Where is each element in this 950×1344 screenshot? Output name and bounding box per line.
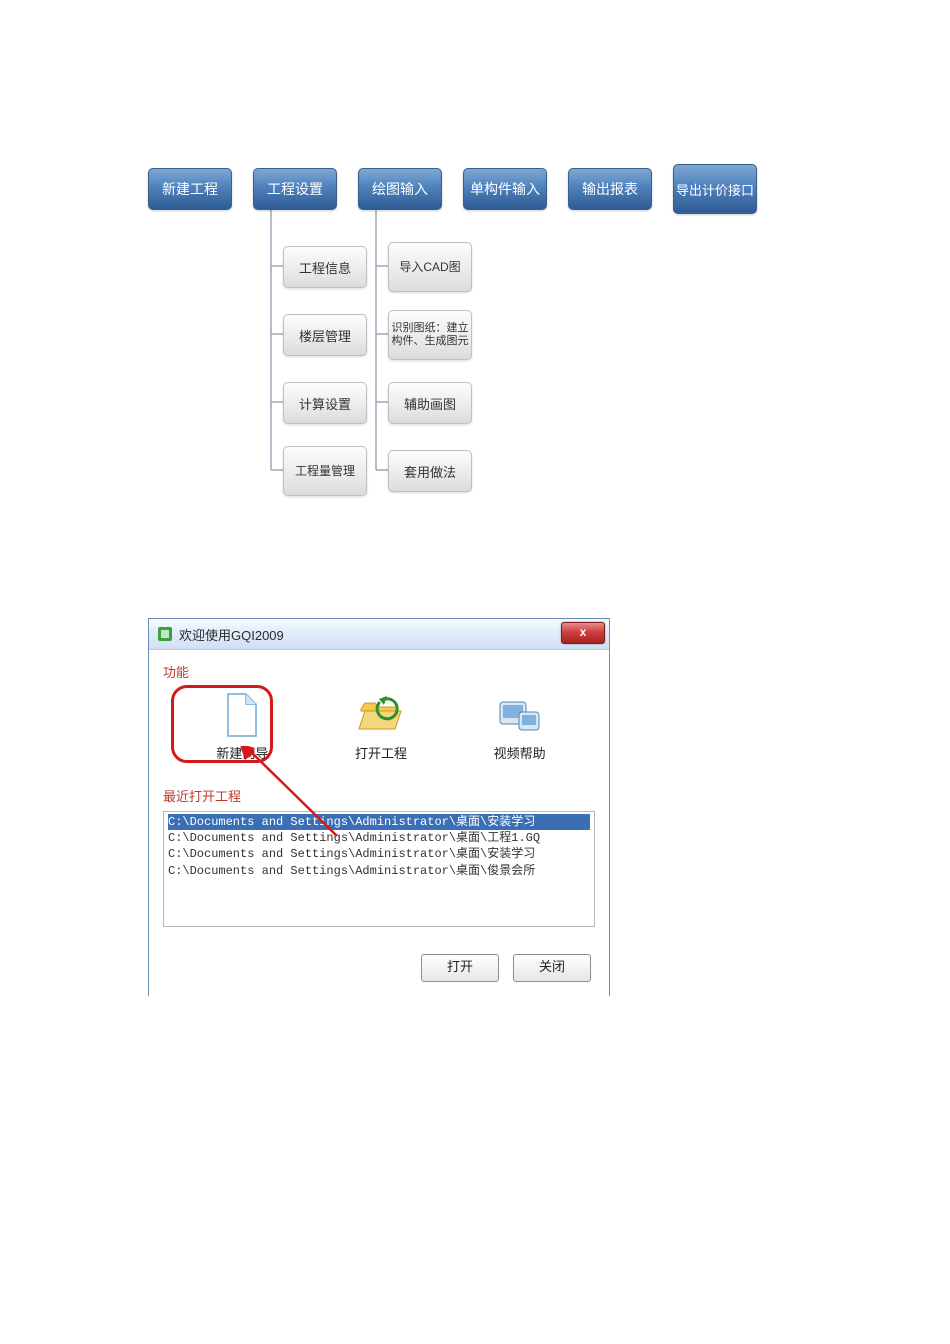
flow-node-single-component: 单构件输入	[463, 168, 547, 210]
flow-node-draw-input: 绘图输入	[358, 168, 442, 210]
flow-node-label: 绘图输入	[372, 179, 428, 199]
flow-node-export-pricing: 导出计价接口	[673, 164, 757, 214]
flow-child-label: 工程信息	[299, 258, 351, 277]
app-icon	[157, 626, 173, 642]
recent-files-list[interactable]: C:\Documents and Settings\Administrator\…	[163, 811, 595, 927]
new-file-icon	[218, 691, 266, 739]
flow-child-quantity-manage: 工程量管理	[283, 446, 367, 496]
func-label: 视频帮助	[494, 743, 546, 762]
flow-node-output-report: 输出报表	[568, 168, 652, 210]
welcome-dialog: 欢迎使用GQI2009 x 功能 新建向导	[148, 618, 610, 996]
func-new-wizard[interactable]: 新建向导	[216, 691, 268, 762]
flow-child-label: 识别图纸：建立构件、生成图元	[389, 320, 471, 350]
button-label: 关闭	[539, 959, 565, 974]
video-help-icon	[496, 691, 544, 739]
func-open-project[interactable]: 打开工程	[355, 691, 407, 762]
flow-child-label: 楼层管理	[299, 326, 351, 345]
flow-child-project-info: 工程信息	[283, 246, 367, 288]
flow-child-floor-manage: 楼层管理	[283, 314, 367, 356]
flow-node-label: 新建工程	[162, 179, 218, 199]
flow-child-import-cad: 导入CAD图	[388, 242, 472, 292]
flow-child-recognize-drawing: 识别图纸：建立构件、生成图元	[388, 310, 472, 360]
flow-child-assist-draw: 辅助画图	[388, 382, 472, 424]
flow-child-label: 套用做法	[404, 462, 456, 481]
dialog-button-row: 打开 关闭	[421, 954, 591, 982]
flow-node-label: 输出报表	[582, 179, 638, 199]
section-functions-label: 功能	[163, 662, 595, 681]
flow-child-calc-settings: 计算设置	[283, 382, 367, 424]
dialog-title: 欢迎使用GQI2009	[179, 625, 284, 644]
flow-child-label: 工程量管理	[293, 462, 357, 480]
flow-node-project-settings: 工程设置	[253, 168, 337, 210]
flow-node-label: 导出计价接口	[676, 180, 754, 199]
close-icon: x	[580, 625, 587, 639]
func-label: 新建向导	[216, 743, 268, 762]
button-label: 打开	[447, 959, 473, 974]
flow-child-label: 导入CAD图	[397, 258, 462, 276]
flow-node-label: 工程设置	[267, 179, 323, 199]
flowchart-diagram: 新建工程 工程设置 绘图输入 单构件输入 输出报表 导出计价接口 工程信息 楼层…	[148, 168, 808, 508]
flow-child-label: 辅助画图	[404, 394, 456, 413]
recent-file-item[interactable]: C:\Documents and Settings\Administrator\…	[168, 863, 590, 879]
dialog-close-button[interactable]: x	[561, 622, 605, 644]
dialog-titlebar[interactable]: 欢迎使用GQI2009 x	[149, 619, 609, 650]
func-label: 打开工程	[355, 743, 407, 762]
recent-file-item[interactable]: C:\Documents and Settings\Administrator\…	[168, 814, 590, 830]
function-row: 新建向导 打开工程	[163, 687, 595, 768]
flow-node-new-project: 新建工程	[148, 168, 232, 210]
section-recent-label: 最近打开工程	[163, 786, 595, 805]
recent-file-item[interactable]: C:\Documents and Settings\Administrator\…	[168, 830, 590, 846]
folder-open-icon	[357, 691, 405, 739]
dialog-body: 功能 新建向导	[149, 650, 609, 996]
flow-child-apply-method: 套用做法	[388, 450, 472, 492]
open-button[interactable]: 打开	[421, 954, 499, 982]
recent-file-item[interactable]: C:\Documents and Settings\Administrator\…	[168, 846, 590, 862]
flow-child-label: 计算设置	[299, 394, 351, 413]
func-video-help[interactable]: 视频帮助	[494, 691, 546, 762]
close-button[interactable]: 关闭	[513, 954, 591, 982]
flow-node-label: 单构件输入	[470, 179, 540, 199]
connector-lines	[148, 168, 808, 508]
